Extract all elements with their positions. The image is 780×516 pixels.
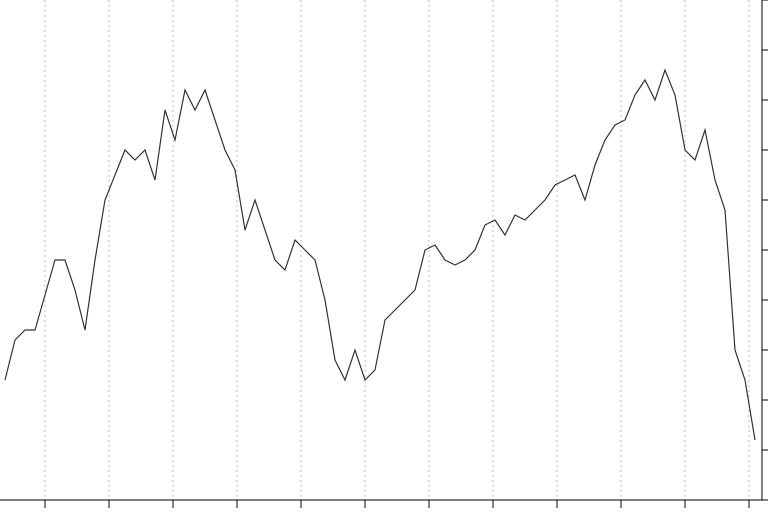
- price-line: [4, 68, 756, 441]
